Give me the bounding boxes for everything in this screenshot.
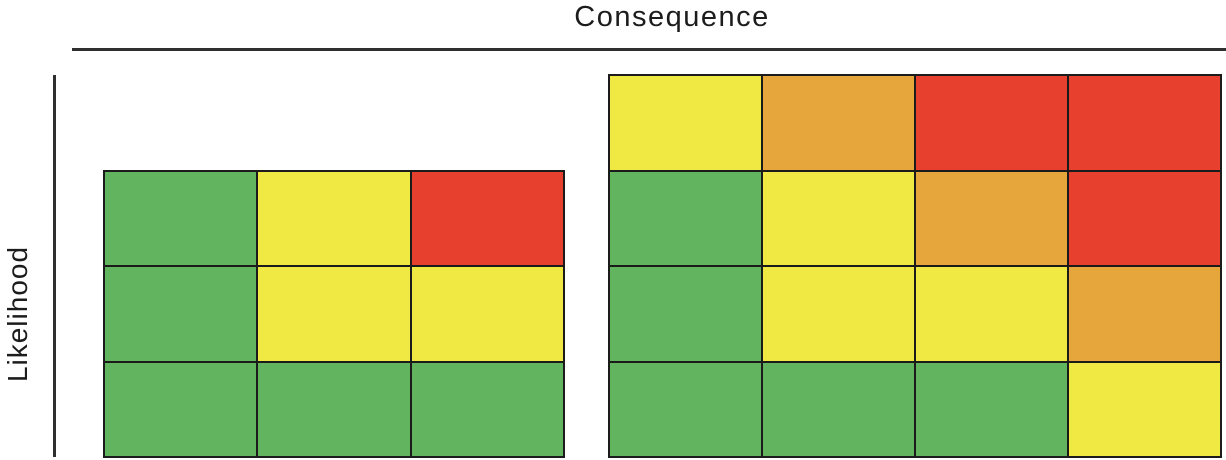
- likelihood-axis-label: Likelihood: [2, 245, 33, 383]
- matrix-cell-yellow: [763, 171, 914, 265]
- matrix-cell-red: [411, 172, 563, 266]
- matrix-cell-green: [916, 362, 1067, 456]
- matrix-cell-orange: [763, 76, 914, 170]
- risk-matrix-4x4: [608, 74, 1222, 458]
- consequence-axis-line: [72, 48, 1226, 51]
- consequence-axis-label: Consequence: [574, 1, 770, 33]
- matrix-cell-green: [258, 362, 410, 456]
- matrix-cell-yellow: [258, 267, 410, 361]
- risk-matrix-3x3: [103, 170, 565, 458]
- matrix-cell-red: [1069, 76, 1220, 170]
- matrix-cell-red: [1069, 171, 1220, 265]
- likelihood-axis-line: [53, 75, 56, 457]
- matrix-cell-green: [763, 362, 914, 456]
- matrix-cell-yellow: [258, 172, 410, 266]
- matrix-cell-yellow: [763, 267, 914, 361]
- matrix-cell-green: [411, 362, 563, 456]
- matrix-cell-orange: [1069, 267, 1220, 361]
- matrix-cell-yellow: [916, 267, 1067, 361]
- matrix-cell-yellow: [411, 267, 563, 361]
- matrix-cell-green: [105, 172, 257, 266]
- matrix-cell-green: [105, 267, 257, 361]
- matrix-cell-yellow: [610, 76, 761, 170]
- matrix-cell-yellow: [1069, 362, 1220, 456]
- matrix-cell-red: [916, 76, 1067, 170]
- matrix-cell-green: [610, 362, 761, 456]
- matrix-cell-green: [610, 171, 761, 265]
- matrix-cell-green: [105, 362, 257, 456]
- matrix-cell-green: [610, 267, 761, 361]
- matrix-cell-orange: [916, 171, 1067, 265]
